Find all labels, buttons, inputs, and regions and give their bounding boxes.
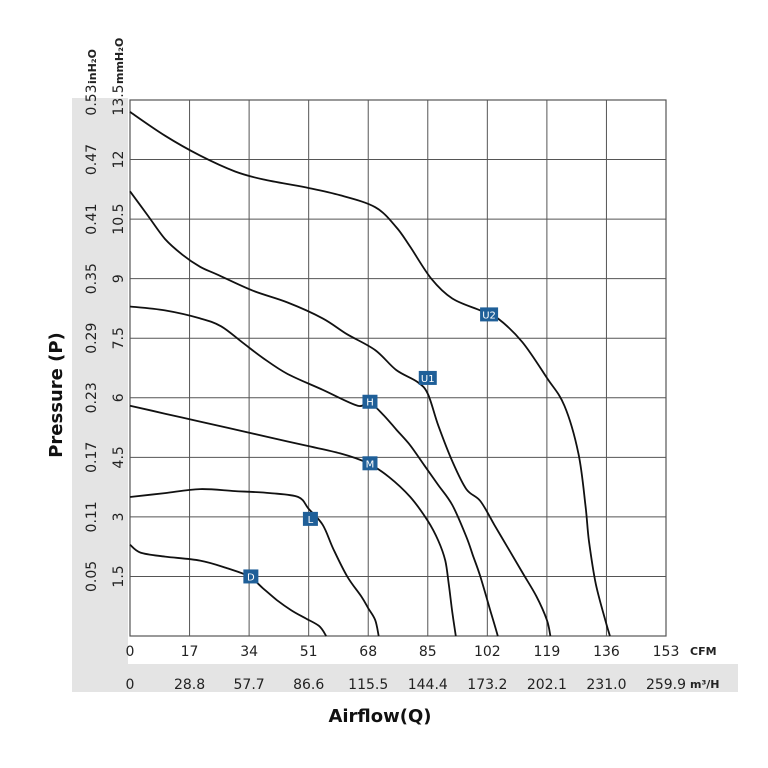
x-tick-m3h: 57.7 xyxy=(234,677,265,693)
x-tick-cfm: 34 xyxy=(240,644,258,660)
y-ticks-mmh2o: 1.5 3 4.5 6 7.5 9 10.5 12 13.5 xyxy=(111,84,127,587)
y-tick-mmh2o: 13.5 xyxy=(111,84,127,115)
curve-u2 xyxy=(129,111,611,637)
marker-u1: U1 xyxy=(418,370,437,385)
y-tick-mmh2o: 4.5 xyxy=(111,446,127,468)
curve-m xyxy=(129,404,457,637)
y-tick-inh2o: 0.17 xyxy=(84,442,100,473)
y-tick-mmh2o: 3 xyxy=(111,512,127,521)
curve-u1 xyxy=(129,190,552,637)
y-tick-inh2o: 0.53 xyxy=(84,84,100,115)
marker-label: H xyxy=(366,398,374,409)
marker-label: M xyxy=(366,459,375,470)
x-tick-cfm: 119 xyxy=(534,644,561,660)
unit-mmh2o: mmH₂O xyxy=(113,38,126,84)
x-tick-cfm: 68 xyxy=(359,644,377,660)
x-axis-title: Airflow(Q) xyxy=(328,706,431,727)
x-tick-cfm: 51 xyxy=(300,644,318,660)
x-tick-m3h: 0 xyxy=(126,677,135,693)
y-tick-inh2o: 0.35 xyxy=(84,263,100,294)
y-tick-mmh2o: 12 xyxy=(111,151,127,169)
x-ticks-cfm: 0 17 34 51 68 85 102 119 136 153 xyxy=(126,644,680,660)
x-tick-cfm: 153 xyxy=(653,644,680,660)
x-tick-cfm: 17 xyxy=(181,644,199,660)
marker-m: M xyxy=(362,456,378,471)
marker-label: D xyxy=(247,572,255,583)
x-tick-m3h: 259.9 xyxy=(646,677,686,693)
x-tick-m3h: 202.1 xyxy=(527,677,567,693)
marker-label: U1 xyxy=(421,374,435,385)
x-tick-m3h: 231.0 xyxy=(586,677,626,693)
x-ticks-m3h: 0 28.8 57.7 86.6 115.5 144.4 173.2 202.1 231.0 25… xyxy=(126,677,687,693)
y-tick-mmh2o: 1.5 xyxy=(111,565,127,587)
marker-d: D xyxy=(243,569,259,584)
marker-h: H xyxy=(362,394,378,409)
unit-inh2o: inH₂O xyxy=(86,49,99,84)
x-tick-m3h: 28.8 xyxy=(174,677,205,693)
bottom-axis-band xyxy=(72,664,738,692)
curve-h xyxy=(129,305,499,637)
y-axis-title: Pressure (P) xyxy=(46,332,67,458)
marker-box xyxy=(243,569,259,584)
marker-box xyxy=(480,307,499,322)
x-tick-cfm: 0 xyxy=(126,644,135,660)
marker-label: U2 xyxy=(482,310,496,321)
y-tick-inh2o: 0.47 xyxy=(84,144,100,175)
speed-markers: U2 U1 H M L D xyxy=(243,307,499,584)
y-tick-mmh2o: 7.5 xyxy=(111,327,127,349)
x-tick-m3h: 144.4 xyxy=(408,677,448,693)
marker-box xyxy=(362,394,378,409)
plot-area xyxy=(129,99,667,637)
y-tick-inh2o: 0.29 xyxy=(84,323,100,354)
left-axis-band xyxy=(72,98,128,692)
x-tick-cfm: 102 xyxy=(474,644,501,660)
marker-box xyxy=(418,370,437,385)
unit-cfm: CFM xyxy=(690,645,717,658)
marker-label: L xyxy=(308,515,314,526)
y-tick-mmh2o: 9 xyxy=(111,274,127,283)
x-tick-m3h: 173.2 xyxy=(467,677,507,693)
y-ticks-inh2o: 0.05 0.11 0.17 0.23 0.29 0.35 0.41 0.47 0.53 xyxy=(84,84,100,592)
marker-box xyxy=(302,511,318,526)
y-tick-mmh2o: 10.5 xyxy=(111,204,127,235)
x-tick-m3h: 115.5 xyxy=(348,677,388,693)
y-tick-inh2o: 0.11 xyxy=(84,501,100,532)
y-tick-inh2o: 0.23 xyxy=(84,382,100,413)
grid-lines xyxy=(130,100,666,636)
y-tick-inh2o: 0.05 xyxy=(84,561,100,592)
unit-m3h: m³/H xyxy=(690,678,720,691)
x-tick-cfm: 136 xyxy=(593,644,620,660)
marker-l: L xyxy=(302,511,318,526)
marker-u2: U2 xyxy=(480,307,499,322)
x-tick-m3h: 86.6 xyxy=(293,677,324,693)
y-tick-inh2o: 0.41 xyxy=(84,204,100,235)
marker-box xyxy=(362,456,378,471)
x-tick-cfm: 85 xyxy=(419,644,437,660)
y-tick-mmh2o: 6 xyxy=(111,393,127,402)
